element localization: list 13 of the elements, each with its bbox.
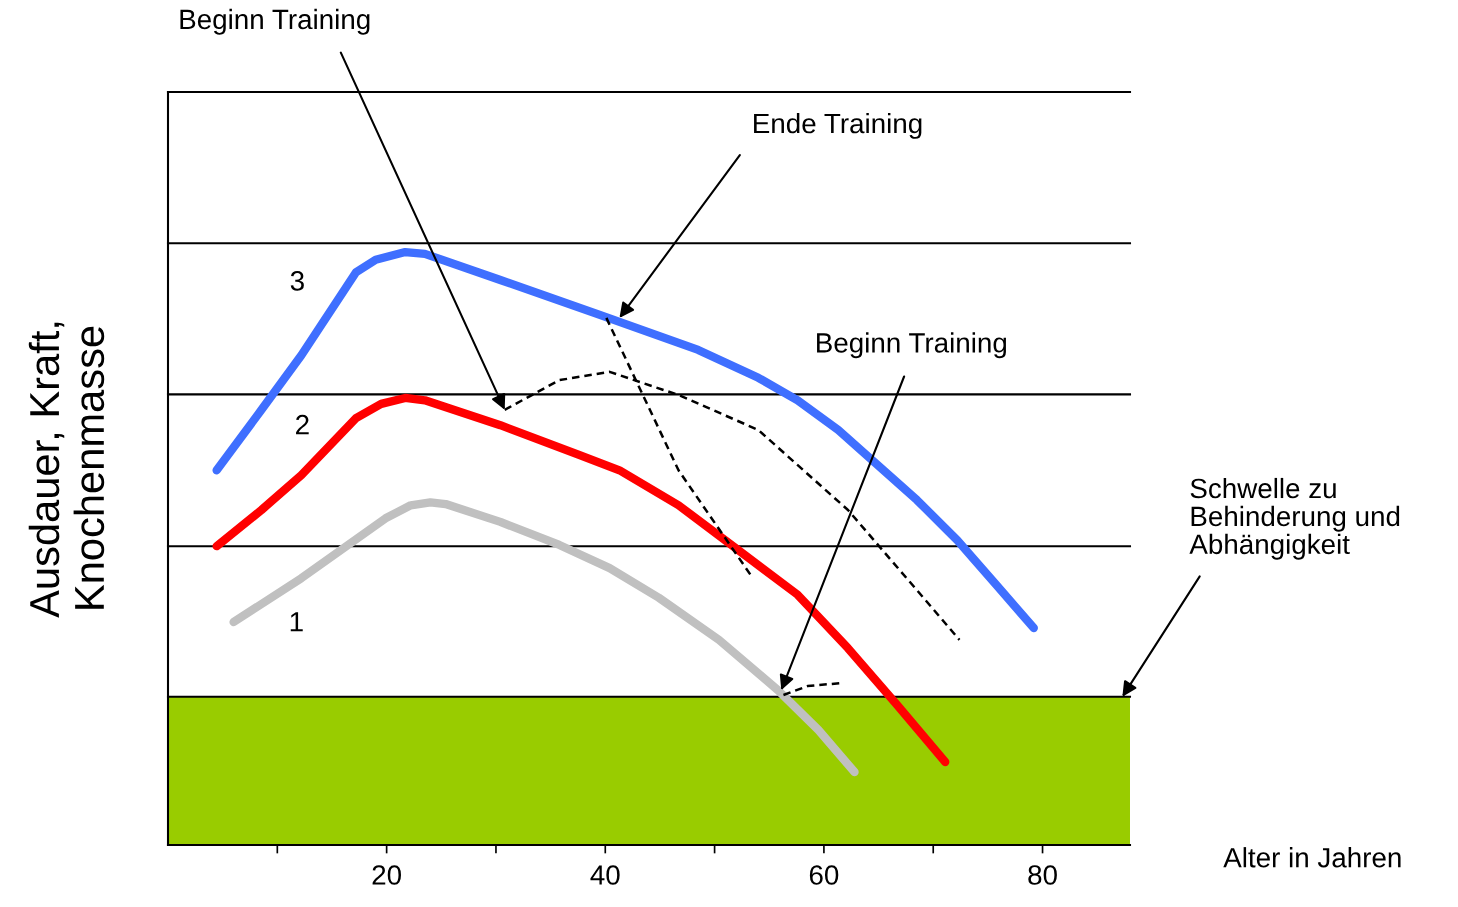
series-label: 2 <box>296 414 309 435</box>
x-tick-label: 80 <box>1028 865 1057 885</box>
annotation: Beginn Training <box>817 332 1007 359</box>
series-label: 1 <box>290 612 303 632</box>
x-tick-label: 20 <box>372 865 401 885</box>
series-label: 3 <box>290 271 304 291</box>
x-axis-title: Alter in Jahren <box>1223 847 1401 868</box>
annotation: Ende Training <box>754 112 922 139</box>
annotation: Beginn Training <box>180 8 370 35</box>
x-tick-label: 40 <box>590 865 620 885</box>
y-axis-title: Ausdauer, Kraft, Knochenmasse <box>28 322 105 618</box>
x-tick-label: 60 <box>809 865 839 885</box>
annotation: Schwelle zu Behinderung und Abhängigkeit <box>1189 477 1400 560</box>
